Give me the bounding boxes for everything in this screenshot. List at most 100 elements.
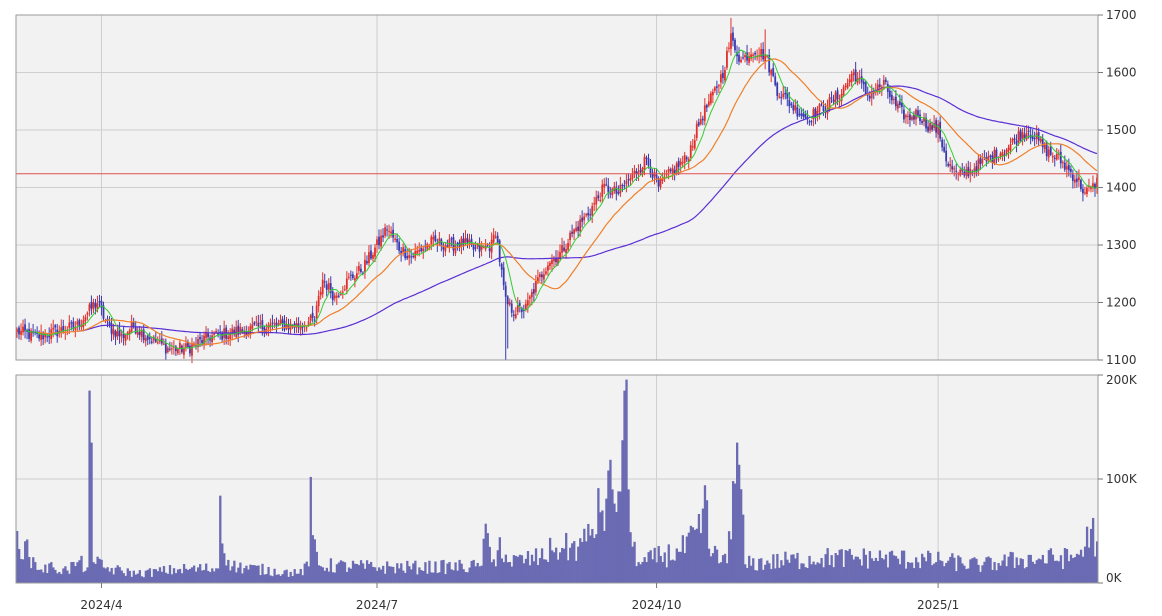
volume-bar <box>106 567 109 583</box>
candle-body <box>750 54 752 59</box>
candle-body <box>518 303 521 306</box>
candle-body <box>114 330 117 338</box>
candle-body <box>46 336 49 338</box>
candle-body <box>937 124 940 135</box>
candle-body <box>128 330 131 335</box>
volume-bar <box>263 574 266 583</box>
candle-body <box>285 324 288 329</box>
volume-bar <box>390 566 393 583</box>
volume-bar <box>174 573 178 583</box>
candle-body <box>794 105 797 111</box>
candle-body <box>679 161 682 166</box>
candle-body <box>219 331 222 333</box>
volume-bar <box>896 558 900 583</box>
volume-bar <box>506 562 510 583</box>
volume-bar <box>1075 553 1079 583</box>
candle-body <box>846 82 849 89</box>
volume-bar <box>721 555 725 583</box>
volume-bar <box>967 568 970 583</box>
candle-body <box>627 179 630 181</box>
volume-bar <box>269 575 272 583</box>
volume-bar <box>396 563 399 583</box>
candle-body <box>94 302 97 308</box>
volume-bar <box>382 565 385 583</box>
candle-body <box>1075 178 1078 182</box>
candle-body <box>376 239 378 246</box>
volume-bar <box>64 566 67 583</box>
volume-bar <box>933 563 936 583</box>
volume-bar <box>325 567 329 583</box>
candle-body <box>502 267 505 286</box>
candle-body <box>551 259 553 265</box>
volume-bar <box>1061 569 1065 583</box>
volume-bar <box>677 551 680 583</box>
candle-body <box>100 300 103 308</box>
volume-bar <box>774 568 777 583</box>
candle-body <box>979 157 982 164</box>
volume-bar <box>603 530 606 583</box>
candle-body <box>888 90 891 97</box>
volume-bar <box>76 562 79 583</box>
volume-bar <box>534 548 538 583</box>
volume-bar <box>625 379 628 583</box>
volume-bar <box>856 556 859 583</box>
volume-bar <box>201 570 204 583</box>
candle-body <box>351 274 354 279</box>
volume-bar <box>186 569 190 583</box>
volume-bar <box>188 568 192 583</box>
candle-body <box>472 244 475 250</box>
candle-body <box>541 274 543 278</box>
volume-bar <box>52 567 55 583</box>
candle-body <box>207 333 209 338</box>
volume-bar <box>957 555 960 583</box>
candle-body <box>50 329 53 340</box>
candle-body <box>1019 130 1022 141</box>
volume-bar <box>281 574 284 583</box>
candle-body <box>341 291 344 293</box>
volume-bar <box>641 561 644 583</box>
candle-body <box>168 348 171 350</box>
volume-bar <box>1013 567 1016 583</box>
volume-bar <box>496 550 499 583</box>
volume-bar <box>60 574 63 583</box>
volume-bar <box>542 559 546 583</box>
candle-body <box>54 325 57 328</box>
candle-body <box>621 185 624 187</box>
volume-bar <box>935 562 938 583</box>
volume-bar <box>812 561 815 583</box>
volume-bar <box>116 565 119 583</box>
candle-body <box>543 274 545 280</box>
volume-bar <box>571 543 574 583</box>
candle-body <box>245 331 248 336</box>
volume-bar <box>701 508 705 583</box>
volume-bar <box>273 568 276 583</box>
volume-bar <box>303 563 306 583</box>
candle-body <box>283 320 286 331</box>
candle-body <box>629 178 632 181</box>
volume-bar <box>118 567 121 583</box>
candle-body <box>108 321 111 325</box>
candle-body <box>790 103 793 106</box>
candle-body <box>329 283 332 293</box>
volume-bar <box>921 553 924 583</box>
volume-bar <box>866 568 870 583</box>
candle-body <box>146 335 149 340</box>
volume-bar <box>1081 556 1085 583</box>
volume-bar <box>128 570 131 583</box>
volume-bar <box>965 569 968 583</box>
candle-body <box>460 237 463 247</box>
volume-bar <box>154 569 158 583</box>
volume-bar <box>1053 560 1057 583</box>
candle-body <box>434 235 437 242</box>
candle-body <box>337 295 340 297</box>
volume-bar <box>164 572 168 583</box>
volume-bar <box>780 560 783 583</box>
volume-bar <box>987 556 990 583</box>
candle-body <box>526 300 529 306</box>
volume-bar <box>317 565 320 583</box>
candle-body <box>828 97 831 111</box>
candle-body <box>1011 138 1014 143</box>
volume-bar <box>66 570 69 583</box>
candle-body <box>271 322 274 324</box>
volume-bar <box>927 550 930 583</box>
